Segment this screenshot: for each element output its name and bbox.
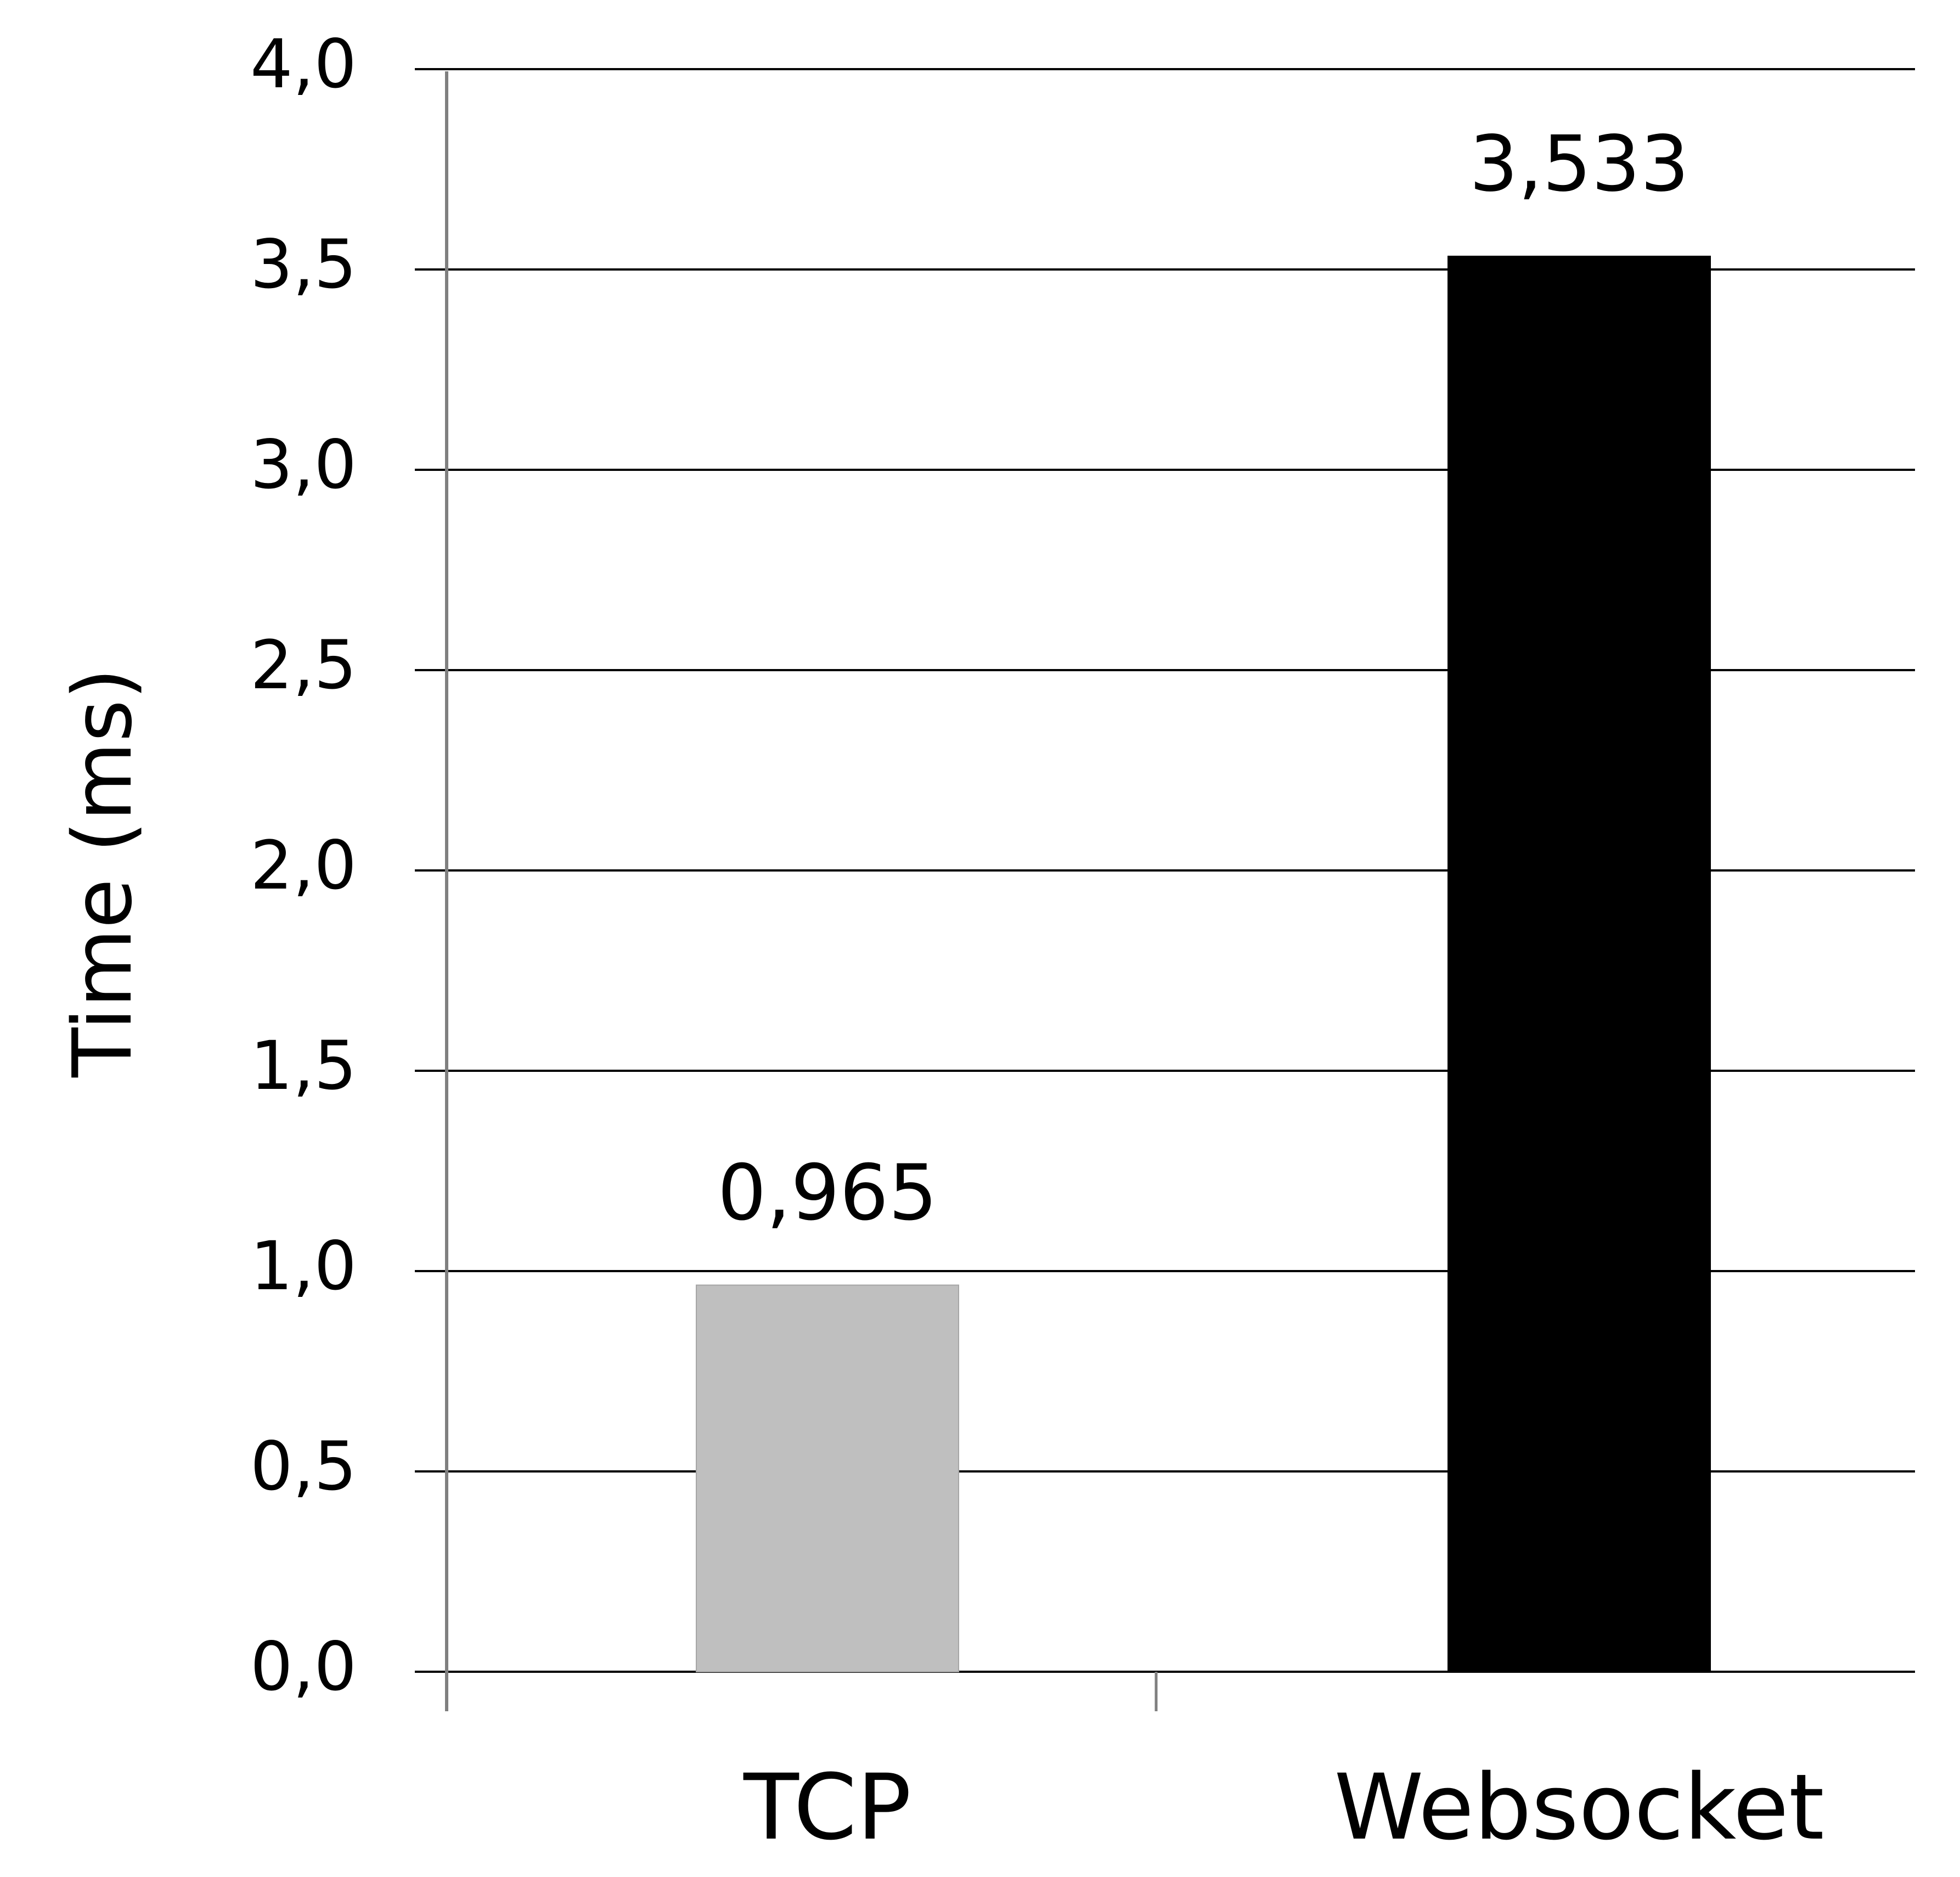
bars xyxy=(696,255,1711,1673)
y-tick-label: 0,0 xyxy=(250,1628,357,1706)
y-tick-label: 3,0 xyxy=(250,426,357,504)
gridlines xyxy=(415,68,1915,1673)
data-label: 0,965 xyxy=(718,1149,938,1238)
y-tick-label: 1,0 xyxy=(250,1227,357,1305)
y-tick-label: 2,5 xyxy=(250,626,357,704)
data-label: 3,533 xyxy=(1469,120,1689,209)
labels: 0,0 0,5 1,0 1,5 2,0 2,5 3,0 3,5 4,0 0,965 TCP 3,533… xyxy=(55,25,1824,1860)
y-tick-label: 2,0 xyxy=(250,827,357,904)
y-tick-label: 4,0 xyxy=(250,25,357,103)
y-tick-label: 3,5 xyxy=(250,226,357,304)
y-axis-title: Time (ms) xyxy=(55,668,150,1078)
bar-websocket xyxy=(1448,255,1711,1673)
axes xyxy=(445,71,1158,1711)
y-tick-label: 0,5 xyxy=(250,1428,357,1505)
x-category-label: TCP xyxy=(743,1755,911,1860)
bar-tcp xyxy=(696,1284,959,1673)
x-category-label: Websocket xyxy=(1334,1755,1824,1860)
y-tick-label: 1,5 xyxy=(250,1027,357,1105)
